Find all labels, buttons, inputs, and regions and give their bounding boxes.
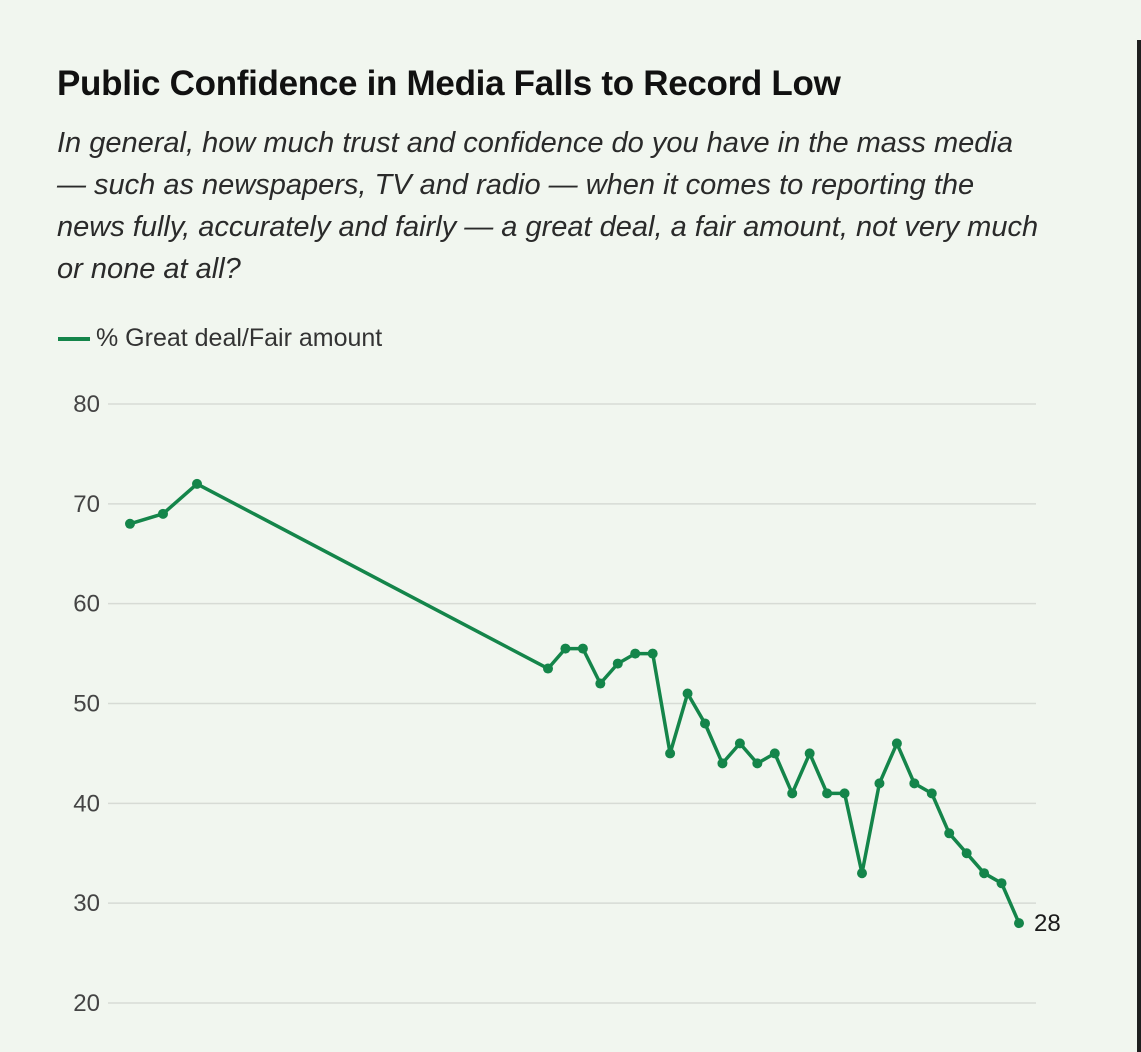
data-point <box>612 658 623 669</box>
y-tick-label: 50 <box>73 691 100 718</box>
data-point <box>944 828 955 839</box>
data-point <box>560 643 571 654</box>
data-point <box>752 758 763 769</box>
legend-swatch <box>58 336 90 341</box>
data-point <box>1014 918 1024 929</box>
data-point <box>909 778 920 789</box>
data-point <box>192 478 202 489</box>
y-tick-label: 30 <box>73 890 100 917</box>
data-point <box>543 663 553 674</box>
data-point <box>734 738 745 749</box>
data-point <box>595 678 606 689</box>
data-point <box>979 868 990 879</box>
data-point <box>874 778 885 789</box>
data-point <box>804 748 815 759</box>
chart-title: Public Confidence in Media Falls to Reco… <box>57 64 841 103</box>
data-point <box>125 518 135 529</box>
data-point <box>665 748 676 759</box>
data-point <box>822 788 833 799</box>
data-point <box>961 848 972 859</box>
data-point <box>577 643 588 654</box>
data-point <box>717 758 728 769</box>
data-point <box>158 508 168 519</box>
data-point <box>839 788 850 799</box>
y-tick-label: 60 <box>73 591 100 618</box>
legend-label: % Great deal/Fair amount <box>96 324 383 352</box>
y-tick-label: 20 <box>73 990 100 1017</box>
data-point <box>787 788 798 799</box>
data-point <box>700 718 710 729</box>
end-value-label: 28 <box>1034 910 1061 937</box>
y-tick-label: 80 <box>73 391 100 418</box>
y-tick-label: 70 <box>73 491 100 518</box>
legend: % Great deal/Fair amount <box>58 324 382 353</box>
data-point <box>857 868 867 879</box>
data-point <box>996 878 1007 889</box>
data-point <box>891 738 902 749</box>
right-edge-divider <box>1137 40 1141 1052</box>
data-point <box>769 748 780 759</box>
data-point <box>647 648 658 659</box>
data-point <box>630 648 641 659</box>
chart-subtitle: In general, how much trust and confidenc… <box>57 127 1039 285</box>
data-point <box>682 688 693 699</box>
y-tick-label: 40 <box>73 790 100 817</box>
data-point <box>926 788 937 799</box>
